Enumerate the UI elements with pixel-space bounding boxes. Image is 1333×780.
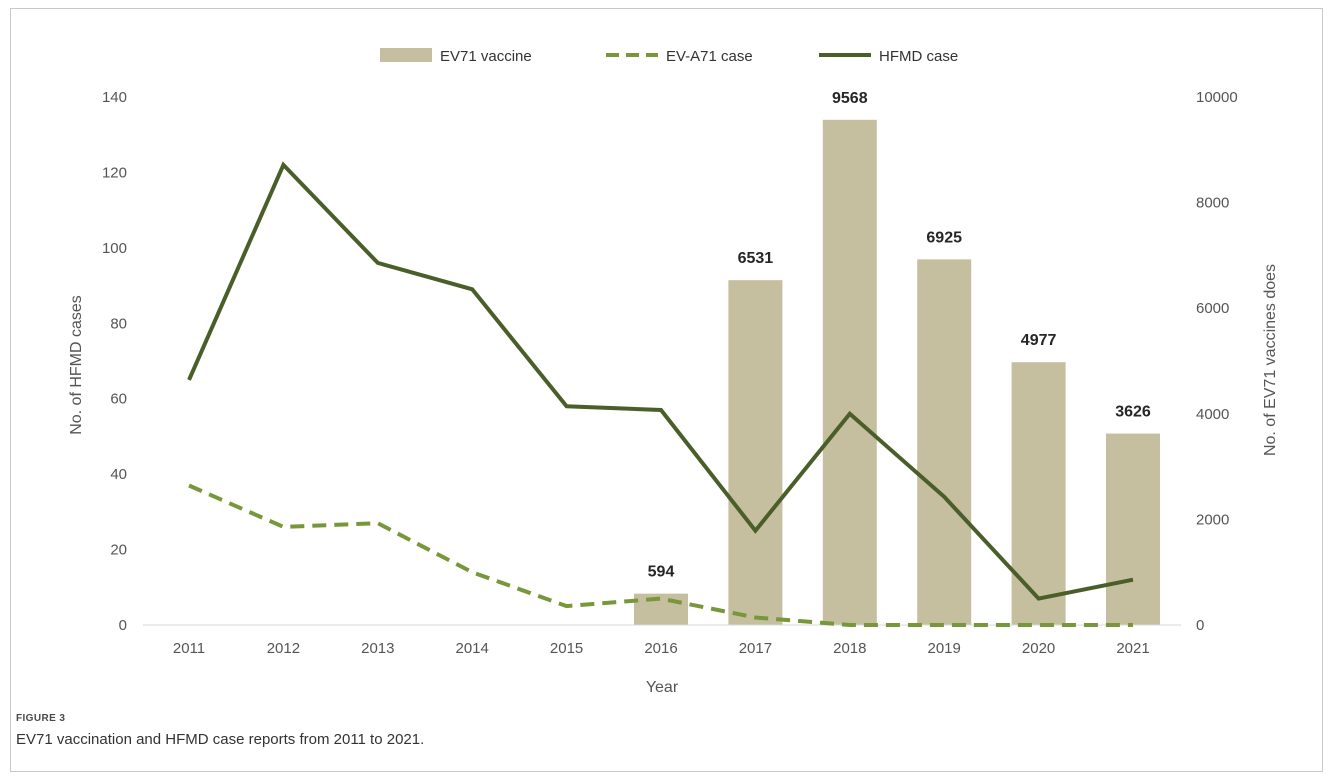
vaccine-bar-2017 — [728, 280, 783, 625]
left-axis-tick-100: 100 — [102, 240, 127, 257]
legend-label-vaccine: EV71 vaccine — [440, 48, 532, 65]
x-axis-tick-2019: 2019 — [928, 640, 961, 657]
x-axis-tick-2020: 2020 — [1022, 640, 1055, 657]
x-axis-tick-2012: 2012 — [267, 640, 300, 657]
figure-frame — [10, 8, 1323, 772]
vaccine-bar-label-2017: 6531 — [738, 250, 774, 267]
vaccine-bar-labels: 594 6531 9568 6925 4977 3626 — [648, 90, 1151, 581]
x-axis-title: Year — [646, 679, 679, 696]
vaccine-bar-label-2019: 6925 — [926, 229, 962, 246]
x-axis-tick-2015: 2015 — [550, 640, 583, 657]
left-axis-tick-140: 140 — [102, 89, 127, 106]
x-axis-tick-2017: 2017 — [739, 640, 772, 657]
vaccine-bar-label-2020: 4977 — [1021, 332, 1057, 349]
ev-a71-case-line — [188, 483, 1133, 627]
vaccine-bar-2021 — [1106, 433, 1160, 625]
legend-swatch-vaccine — [380, 48, 432, 62]
x-axis-ticks: 2011 2012 2013 2014 2015 2016 2017 2018 2019 2020… — [173, 640, 1150, 657]
left-axis-tick-40: 40 — [110, 466, 127, 483]
x-axis-tick-2013: 2013 — [361, 640, 394, 657]
legend-label-hfmd: HFMD case — [879, 48, 958, 65]
right-axis-tick-6000: 6000 — [1196, 300, 1229, 317]
left-axis-tick-60: 60 — [110, 391, 127, 408]
vaccine-bar-label-2018: 9568 — [832, 90, 868, 107]
left-axis-title: No. of HFMD cases — [68, 295, 85, 435]
right-axis-tick-8000: 8000 — [1196, 195, 1229, 212]
vaccine-bar-2020 — [1011, 362, 1066, 625]
x-axis-tick-2011: 2011 — [173, 640, 205, 657]
x-axis-tick-2018: 2018 — [833, 640, 866, 657]
right-axis-tick-10000: 10000 — [1196, 89, 1238, 106]
left-axis-tick-20: 20 — [110, 542, 127, 559]
right-axis-tick-4000: 4000 — [1196, 406, 1229, 423]
left-axis-tick-120: 120 — [102, 164, 127, 181]
legend: EV71 vaccine EV-A71 case HFMD case — [380, 48, 958, 65]
vaccine-bar-2016 — [634, 593, 688, 625]
right-axis-ticks: 0 2000 4000 6000 8000 10000 — [1196, 89, 1238, 634]
vaccine-bar-label-2016: 594 — [648, 564, 675, 581]
right-axis-tick-2000: 2000 — [1196, 511, 1229, 528]
x-axis-tick-2014: 2014 — [456, 640, 489, 657]
vaccine-bar-2019 — [917, 259, 972, 625]
left-axis-tick-80: 80 — [110, 315, 127, 332]
vaccine-bars — [634, 119, 1160, 625]
x-axis-tick-2021: 2021 — [1116, 640, 1149, 657]
figure-label: FIGURE 3 — [16, 713, 66, 724]
left-axis-tick-0: 0 — [119, 617, 127, 634]
figure-caption: EV71 vaccination and HFMD case reports f… — [16, 731, 425, 748]
left-axis-ticks: 0 20 40 60 80 100 120 140 — [102, 89, 127, 634]
hfmd-case-line — [187, 161, 1134, 601]
x-axis-tick-2016: 2016 — [644, 640, 677, 657]
vaccine-bar-2018 — [822, 119, 877, 625]
vaccine-bar-label-2021: 3626 — [1115, 404, 1151, 421]
right-axis-title: No. of EV71 vaccines does — [1262, 264, 1279, 456]
right-axis-tick-0: 0 — [1196, 617, 1204, 634]
chart: EV71 vaccine EV-A71 case HFMD case 594 65… — [68, 48, 1279, 696]
legend-label-ev-a71: EV-A71 case — [666, 48, 753, 65]
